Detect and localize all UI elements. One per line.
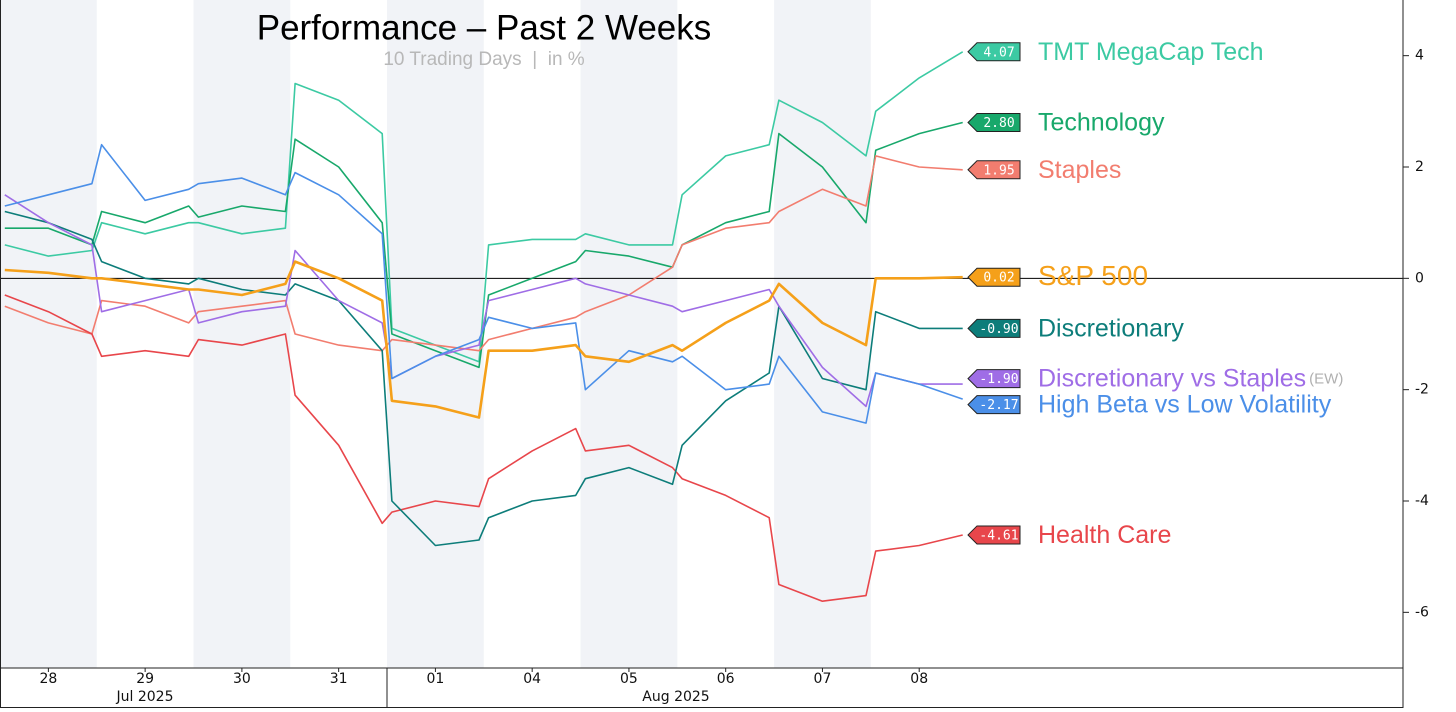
day-band <box>0 0 97 668</box>
series-name: Health Care <box>1038 521 1171 549</box>
x-tick-label: 08 <box>910 671 928 687</box>
x-tick-label: 29 <box>136 671 154 687</box>
value-tag <box>967 318 1021 338</box>
value-label: 2.80 <box>983 116 1014 131</box>
series-line <box>4 260 963 419</box>
y-tick-label: -6 <box>1415 604 1429 620</box>
y-tick-label: -4 <box>1415 493 1429 509</box>
series-line <box>4 294 963 602</box>
legend-label: Discretionary vs Staples (EW) <box>1038 364 1343 392</box>
legend-label: Technology <box>1038 108 1165 136</box>
lines <box>0 51 1403 602</box>
value-tag <box>967 112 1021 132</box>
value-label: -0.90 <box>979 322 1018 337</box>
y-tick-label: 4 <box>1415 48 1424 64</box>
series-name: Discretionary <box>1038 314 1184 342</box>
series-note: (EW) <box>1309 371 1343 388</box>
chart-title: Performance – Past 2 Weeks <box>257 8 712 47</box>
value-label: 1.95 <box>983 163 1014 178</box>
x-tick-label: 28 <box>39 671 57 687</box>
series-name: Discretionary vs Staples <box>1038 364 1306 392</box>
labels: 4.07 TMT MegaCap Tech 2.80 Technology 1.95 St… <box>967 37 1343 549</box>
value-label: -4.61 <box>979 528 1018 543</box>
series-line <box>4 194 963 408</box>
x-tick-label: 31 <box>330 671 348 687</box>
chart-subtitle: 10 Trading Days | in % <box>383 49 584 70</box>
series-line <box>4 210 963 547</box>
value-tag <box>967 160 1021 180</box>
x-tick-label: 06 <box>717 671 735 687</box>
series-line <box>4 143 963 424</box>
y-tick-label: 2 <box>1415 159 1424 175</box>
legend-label: High Beta vs Low Volatility <box>1038 390 1332 418</box>
series-line <box>4 155 963 352</box>
day-band <box>387 0 484 668</box>
legend-label: Staples <box>1038 155 1121 183</box>
x-tick-label: 05 <box>620 671 638 687</box>
legend-label: S&P 500 <box>1038 261 1148 292</box>
y-tick-label: -2 <box>1415 382 1429 398</box>
value-label: 4.07 <box>983 45 1014 60</box>
value-label: -1.90 <box>979 372 1018 387</box>
series-name: TMT MegaCap Tech <box>1038 37 1264 65</box>
y-tick-label: 0 <box>1415 270 1424 286</box>
x-tick-label: 04 <box>523 671 541 687</box>
month-label: Jul 2025 <box>116 689 174 705</box>
series-line <box>4 51 964 363</box>
legend-label: TMT MegaCap Tech <box>1038 37 1264 65</box>
legend-label: Health Care <box>1038 521 1171 549</box>
day-band <box>580 0 678 668</box>
x-tick-label: 01 <box>426 671 444 687</box>
value-tag <box>967 395 1021 415</box>
value-tag <box>967 267 1021 287</box>
value-tag <box>967 42 1021 62</box>
series-name: Staples <box>1038 155 1121 183</box>
x-tick-label: 30 <box>233 671 251 687</box>
day-bands <box>0 0 871 668</box>
value-tag <box>967 525 1021 545</box>
x-tick-label: 07 <box>814 671 832 687</box>
series-name: High Beta vs Low Volatility <box>1038 390 1332 418</box>
value-label: -2.17 <box>979 398 1018 413</box>
day-band <box>193 0 291 668</box>
month-label: Aug 2025 <box>642 689 709 705</box>
value-tag <box>967 369 1021 389</box>
series-line <box>4 121 963 369</box>
day-band <box>774 0 871 668</box>
legend-label: Discretionary <box>1038 314 1184 342</box>
series-name: Technology <box>1038 108 1165 136</box>
value-label: 0.02 <box>983 271 1014 286</box>
series-name: S&P 500 <box>1038 261 1148 292</box>
